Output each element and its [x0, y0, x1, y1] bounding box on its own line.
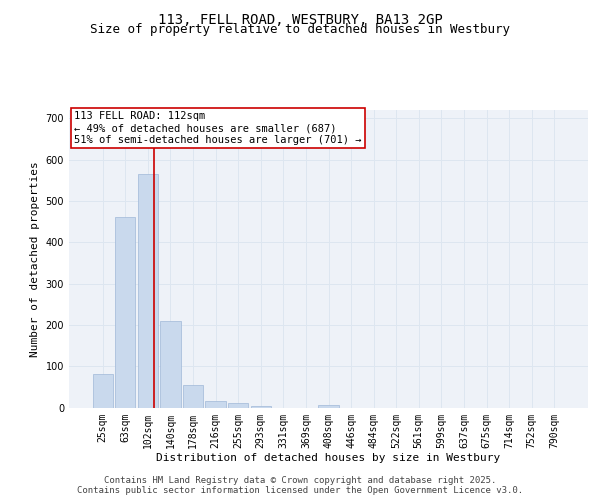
Bar	[205, 402, 226, 407]
Bar	[92, 374, 113, 408]
X-axis label: Distribution of detached houses by size in Westbury: Distribution of detached houses by size …	[157, 453, 500, 463]
Text: Contains HM Land Registry data © Crown copyright and database right 2025.
Contai: Contains HM Land Registry data © Crown c…	[77, 476, 523, 495]
Bar	[138, 174, 158, 408]
Bar	[319, 405, 338, 407]
Bar	[115, 218, 136, 408]
Text: Size of property relative to detached houses in Westbury: Size of property relative to detached ho…	[90, 22, 510, 36]
Text: 113, FELL ROAD, WESTBURY, BA13 2GP: 113, FELL ROAD, WESTBURY, BA13 2GP	[158, 12, 442, 26]
Bar	[183, 385, 203, 407]
Text: 113 FELL ROAD: 112sqm
← 49% of detached houses are smaller (687)
51% of semi-det: 113 FELL ROAD: 112sqm ← 49% of detached …	[74, 112, 362, 144]
Bar	[251, 406, 271, 407]
Y-axis label: Number of detached properties: Number of detached properties	[30, 161, 40, 356]
Bar	[160, 320, 181, 408]
Bar	[228, 402, 248, 407]
